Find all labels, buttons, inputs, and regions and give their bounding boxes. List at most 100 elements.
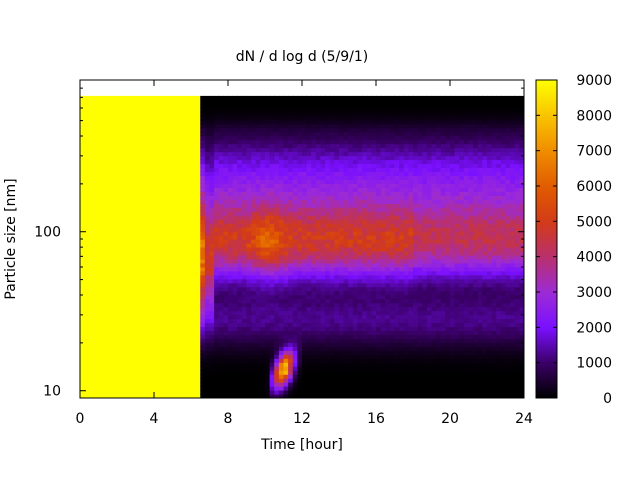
heatmap-cell [343,211,349,216]
heatmap-cell [302,246,308,252]
heatmap-cell [214,242,220,248]
heatmap-cell [232,171,238,176]
heatmap-cell [329,151,335,157]
heatmap-cell [195,179,201,184]
heatmap-cell [334,386,340,391]
heatmap-cell [117,111,123,117]
heatmap-cell [357,366,363,371]
heatmap-cell [260,358,266,363]
heatmap-cell [265,346,271,351]
heatmap-cell [352,326,359,332]
heatmap-cell [186,227,192,232]
heatmap-cell [348,262,354,268]
heatmap-cell [352,115,359,121]
heatmap-cell [158,242,164,248]
heatmap-cell [158,250,164,256]
heatmap-cell [80,322,86,328]
heatmap-cell [149,318,155,324]
heatmap-cell [376,258,382,264]
heatmap-cell [232,278,238,284]
heatmap-cell [209,159,215,165]
heatmap-cell [158,386,164,391]
heatmap-cell [140,378,146,383]
heatmap-cell [93,231,100,236]
heatmap-cell [144,286,150,292]
heatmap-cell [103,239,109,244]
heatmap-cell [251,246,257,252]
heatmap-cell [154,163,160,169]
heatmap-cell [278,151,285,157]
heatmap-cell [306,155,312,161]
heatmap-cell [149,354,155,359]
heatmap-cell [103,115,109,121]
heatmap-cell [126,163,132,169]
heatmap-cell [84,362,90,367]
heatmap-cell [144,274,150,280]
heatmap-cell [200,346,206,351]
heatmap-cell [297,195,303,200]
heatmap-cell [214,358,220,363]
heatmap-cell [103,175,109,180]
heatmap-cell [366,207,372,212]
heatmap-cell [269,167,275,173]
heatmap-cell [130,310,137,316]
heatmap-cell [154,107,160,113]
heatmap-cell [339,131,345,137]
heatmap-cell [334,103,340,109]
heatmap-cell [306,322,312,328]
heatmap-cell [117,207,123,212]
heatmap-cell [158,175,164,180]
heatmap-cell [130,191,137,196]
heatmap-cell [177,258,183,264]
heatmap-cell [218,242,224,248]
heatmap-cell [269,211,275,216]
heatmap-cell [130,242,137,248]
heatmap-cell [283,346,289,351]
heatmap-cell [292,191,298,196]
heatmap-cell [89,99,95,105]
heatmap-cell [251,282,257,288]
heatmap-cell [283,191,289,196]
heatmap-cell [329,155,335,161]
heatmap-cell [144,254,150,260]
heatmap-cell [204,207,211,212]
heatmap-cell [311,207,317,212]
heatmap-cell [167,103,174,109]
heatmap-cell [181,334,187,339]
heatmap-cell [352,131,359,137]
heatmap-cell [93,179,100,184]
heatmap-cell [265,322,271,328]
heatmap-cell [278,95,285,101]
heatmap-cell [334,135,340,141]
heatmap-cell [177,211,183,216]
heatmap-cell [130,235,137,240]
heatmap-cell [204,195,211,200]
heatmap-cell [265,151,271,157]
heatmap-cell [251,370,257,375]
heatmap-cell [135,290,141,296]
heatmap-cell [288,290,294,296]
heatmap-cell [274,394,280,398]
heatmap-cell [352,155,359,161]
heatmap-cell [158,366,164,371]
heatmap-cell [112,258,118,264]
heatmap-cell [329,131,335,137]
heatmap-cell [191,127,197,133]
heatmap-cell [149,123,155,129]
heatmap-cell [181,330,187,335]
heatmap-cell [376,163,382,169]
heatmap-cell [265,223,271,228]
heatmap-cell [311,354,317,359]
heatmap-cell [158,306,164,312]
heatmap-cell [84,115,90,121]
heatmap-cell [357,378,363,383]
heatmap-cell [163,334,169,339]
heatmap-cell [320,302,326,308]
heatmap-cell [376,282,382,288]
heatmap-cell [348,346,354,351]
heatmap-cell [366,338,372,343]
heatmap-cell [292,322,298,328]
heatmap-cell [163,223,169,228]
heatmap-cell [269,346,275,351]
heatmap-cell [334,274,340,280]
